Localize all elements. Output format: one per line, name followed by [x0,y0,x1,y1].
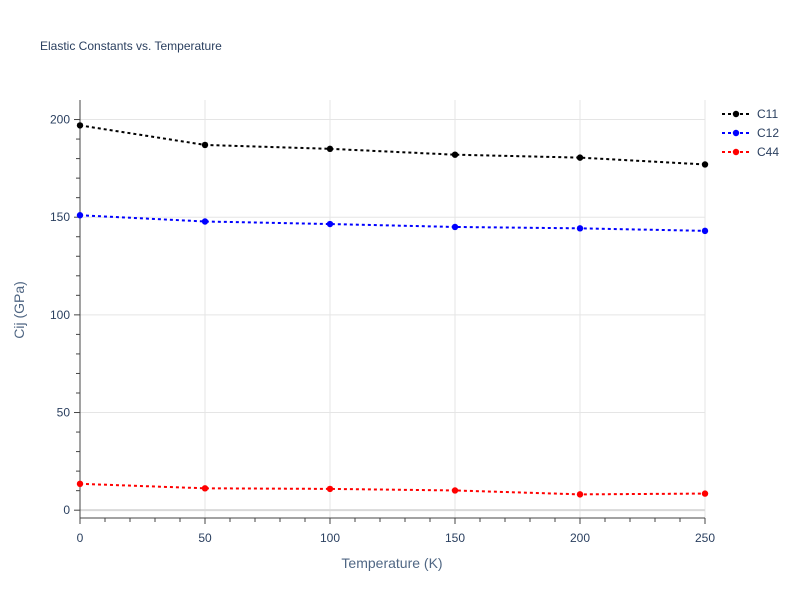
data-point-c11 [201,141,209,149]
legend-label: C12 [757,126,779,140]
x-tick-label: 100 [320,531,340,545]
axes: 0 50 100 150 200 250 0 50 100 150 200 [50,100,715,545]
chart-title: Elastic Constants vs. Temperature [40,39,222,53]
data-point-c44 [326,485,334,493]
y-tick-label: 200 [50,113,70,127]
series-line-c11 [79,124,706,166]
data-point-c44 [201,485,209,492]
data-point-c12 [201,218,209,225]
data-point-c12 [451,223,459,231]
data-point-c12 [701,227,709,235]
data-point-c11 [76,122,84,129]
data-point-c44 [576,491,584,498]
data-point-c11 [326,145,334,153]
legend-swatch-marker [732,110,740,118]
y-tick-label: 150 [50,210,70,224]
x-tick-label: 50 [198,531,212,545]
data-point-c12 [76,212,84,219]
x-tick-label: 250 [695,531,715,545]
grid-lines [79,100,706,518]
data-point-c12 [326,220,334,228]
series-group [76,122,709,498]
x-tick-label: 0 [77,531,84,545]
y-tick-label: 0 [63,503,70,517]
legend-item-c11[interactable]: C11 [722,107,778,121]
data-point-c12 [576,225,584,232]
data-point-c11 [451,151,459,158]
y-tick-label: 50 [57,406,71,420]
legend-label: C11 [757,107,778,121]
data-point-c44 [451,487,459,494]
data-point-c11 [576,154,584,161]
data-point-c44 [76,480,84,488]
legend[interactable]: C11 C12 C44 [722,107,779,159]
y-axis-title: Cij (GPa) [11,281,27,339]
legend-swatch-marker [732,129,740,137]
data-point-c44 [701,490,709,497]
x-axis-title: Temperature (K) [341,555,442,571]
legend-item-c44[interactable]: C44 [722,145,779,159]
series-line-c12 [79,214,706,232]
legend-item-c12[interactable]: C12 [722,126,779,140]
legend-swatch-marker [732,148,740,156]
data-point-c11 [701,161,709,168]
legend-label: C44 [757,145,779,159]
x-tick-label: 200 [570,531,590,545]
y-tick-label: 100 [50,308,70,322]
x-tick-label: 150 [445,531,465,545]
series-line-c44 [79,482,706,496]
